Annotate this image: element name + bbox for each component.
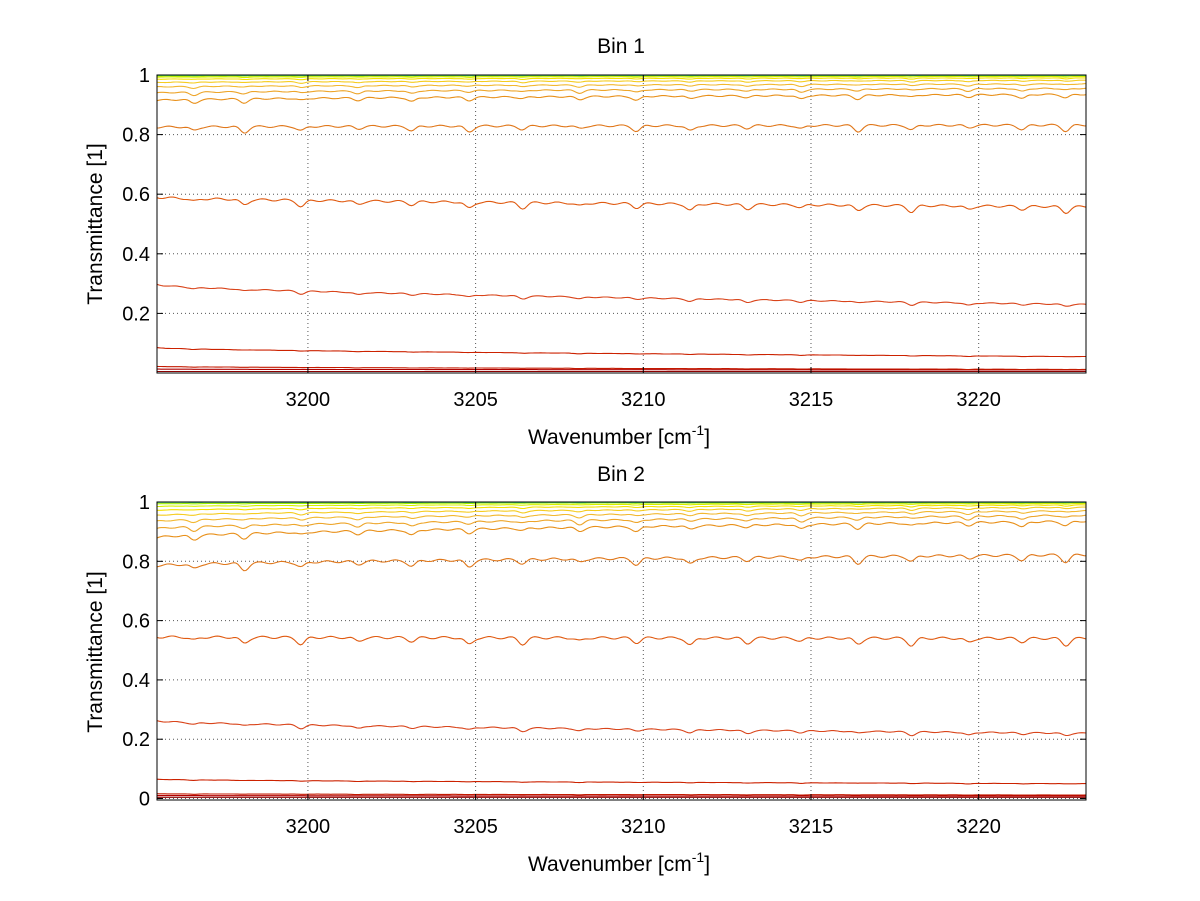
panel-1-x-axis-label: Wavenumber [cm-1]: [528, 422, 710, 449]
series-line: [157, 75, 1087, 79]
series-line: [156, 283, 1087, 307]
series-line: [157, 83, 1087, 90]
series-line: [156, 514, 1087, 532]
x-tick-label: 3215: [789, 816, 834, 838]
y-tick-label: 0.2: [122, 729, 150, 751]
x-tick-label: 3210: [621, 816, 666, 838]
series-line: [157, 502, 1087, 508]
panel-1-series: [156, 74, 1087, 373]
panel-2-y-ticks: 0 0.2 0.4 0.6 0.8 1: [122, 492, 1086, 811]
panel-2-title: Bin 2: [597, 463, 645, 486]
y-tick-label: 0.4: [122, 244, 150, 266]
y-tick-label: 1: [139, 65, 150, 87]
series-line: [157, 506, 1087, 516]
y-tick-label: 0.2: [122, 303, 150, 325]
series-line: [157, 504, 1087, 511]
series-line: [156, 347, 1086, 358]
series-line: [156, 79, 1086, 84]
y-tick-label: 1: [139, 492, 150, 514]
series-line: [157, 77, 1087, 81]
panel-2-axes-frame: [156, 501, 1087, 801]
x-tick-label: 3200: [286, 389, 331, 411]
series-line: [156, 793, 1087, 796]
x-tick-label: 3220: [956, 816, 1001, 838]
y-tick-label: 0.6: [122, 184, 150, 206]
series-line: [156, 93, 1087, 104]
series-line: [156, 123, 1087, 134]
panel-2-y-axis-label: Transmittance [1]: [84, 571, 107, 732]
series-line: [157, 368, 1086, 371]
panel-1-plot-area: [157, 75, 1086, 373]
x-tick-label: 3210: [621, 389, 666, 411]
panel-bin-2: Bin 2 3200 3205 3210 3215 3220 0 0.2 0.4 0.6 0.8…: [84, 463, 1087, 876]
panel-1-title: Bin 1: [597, 35, 645, 58]
panel-1-axes-frame: [156, 74, 1087, 374]
y-tick-label: 0.8: [122, 551, 150, 573]
y-tick-label: 0.6: [122, 611, 150, 633]
panel-1-x-ticks: 3200 3205 3210 3215 3220: [286, 75, 1001, 411]
series-line: [156, 196, 1087, 215]
panel-bin-1: Bin 1 3200 3205 3210 3215 3220 0.2 0.4 0.6 0.8 1…: [84, 35, 1087, 449]
panel-1-y-axis-label: Transmittance [1]: [84, 143, 107, 304]
x-tick-label: 3220: [956, 389, 1001, 411]
series-line: [156, 87, 1087, 97]
series-line: [156, 635, 1087, 647]
series-line: [156, 365, 1086, 371]
panel-1-y-ticks: 0.2 0.4 0.6 0.8 1: [122, 65, 1086, 325]
series-line: [156, 553, 1087, 572]
y-tick-label: 0.4: [122, 670, 150, 692]
x-tick-label: 3205: [453, 389, 498, 411]
x-tick-label: 3215: [789, 389, 834, 411]
series-line: [157, 795, 1086, 797]
panel-2-x-ticks: 3200 3205 3210 3215 3220: [286, 502, 1001, 838]
x-tick-label: 3205: [453, 816, 498, 838]
panel-2-plot-area: [157, 502, 1086, 800]
panel-2-x-axis-label: Wavenumber [cm-1]: [528, 849, 710, 876]
series-line: [156, 778, 1086, 785]
x-tick-label: 3200: [286, 816, 331, 838]
series-line: [156, 520, 1087, 541]
y-tick-label: 0.8: [122, 125, 150, 147]
series-line: [156, 720, 1087, 737]
series-line: [156, 509, 1087, 524]
y-tick-label: 0: [139, 789, 150, 811]
